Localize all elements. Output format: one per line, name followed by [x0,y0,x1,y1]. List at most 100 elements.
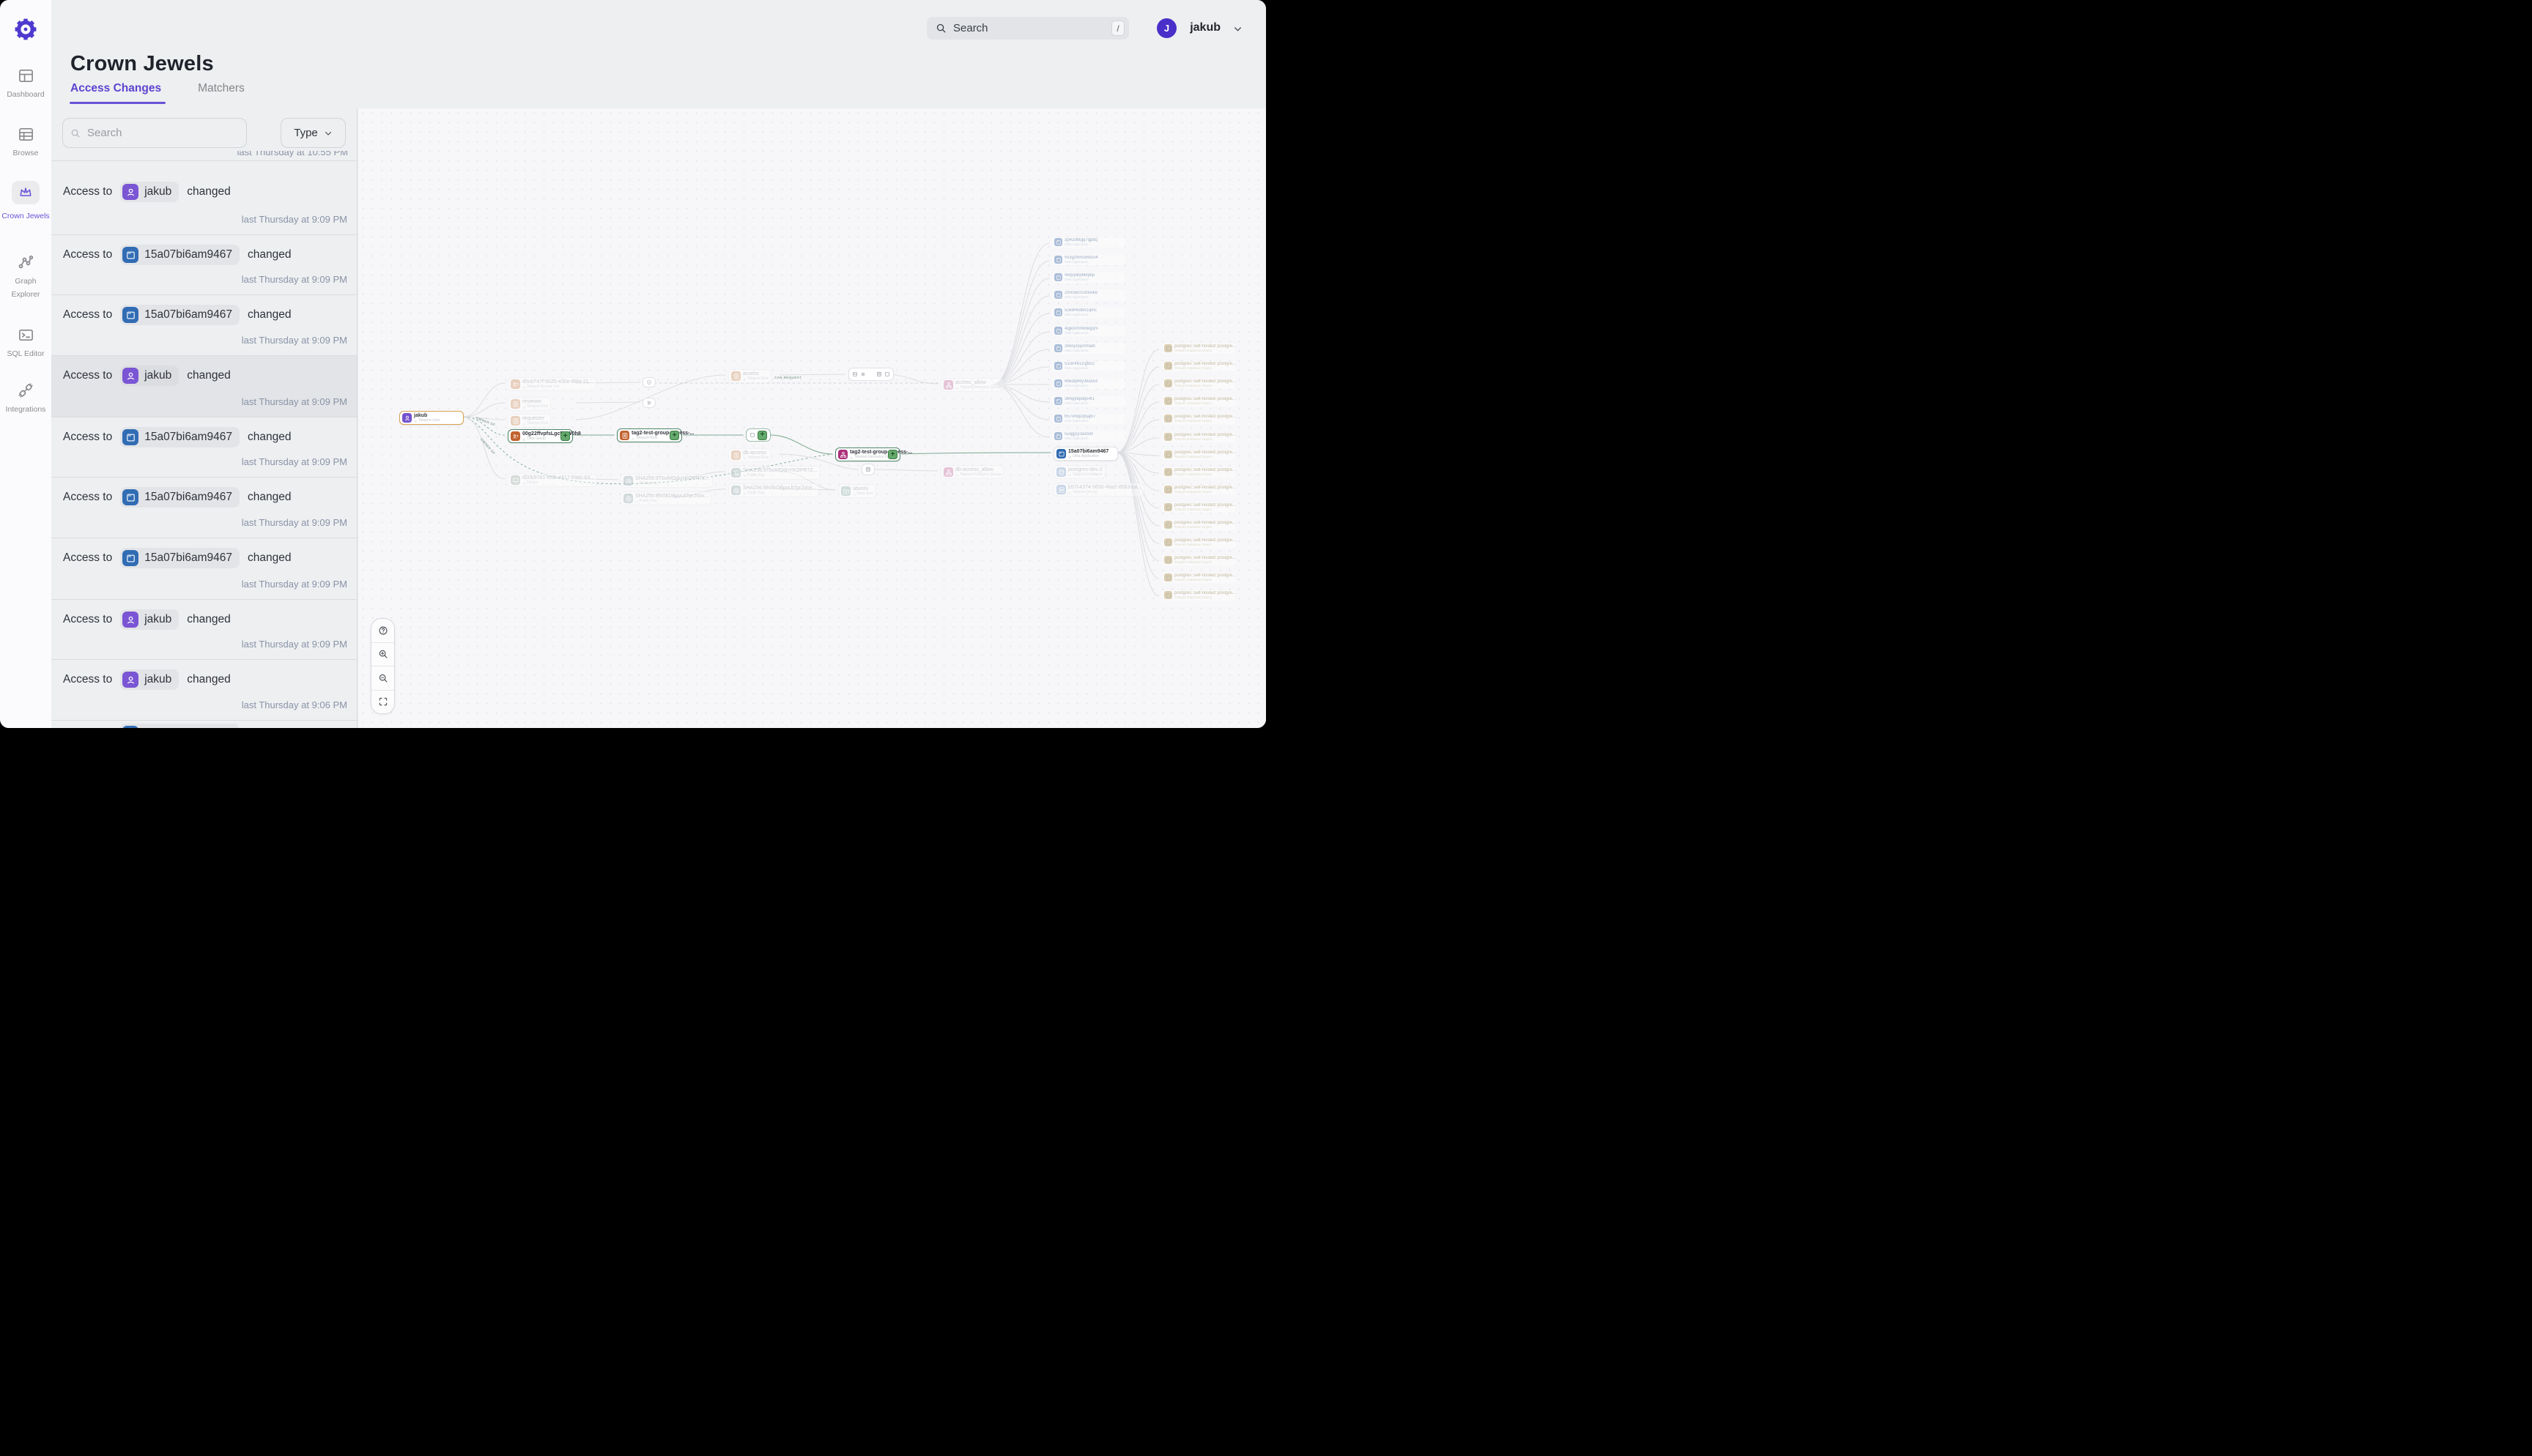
graph-node[interactable]: SHA256:9TboMOdnYKOPR7Z... Public Key [621,474,713,488]
entity-chip[interactable]: 15a07bi6am9467 [120,245,240,265]
graph-node[interactable]: postgres::self-hosted::postgre... Telepor… [1162,361,1236,371]
graph-node[interactable]: 6bkdq84y3ka55s Okta Application [1052,379,1125,389]
graph-node[interactable]: 2k6syrjspmhaib Okta Application [1052,343,1125,354]
access-change-row[interactable]: Access to jakub changed last Thursday at 9:… [51,355,357,417]
graph-node[interactable]: postgres::self-hosted::postgre... Telepor… [1162,432,1236,442]
graph-node[interactable]: 2me3e01stnwike Okta Application [1052,290,1125,300]
graph-node[interactable]: tag2-test-group-access-... Teleport Role + [617,428,694,442]
entity-chip[interactable]: jakub [120,365,179,386]
graph-node[interactable]: postgres::self-hosted::postgre... Telepor… [1162,467,1236,478]
chevron-down-icon[interactable] [1233,24,1243,34]
expand-node-button[interactable]: + [670,431,679,440]
graph-node[interactable]: postgres::self-hosted::postgre... Telepor… [1162,502,1236,513]
access-change-row[interactable]: Access to 15a07bi6am9467 changed last Thurs… [51,477,357,538]
collapsed-graph-node[interactable] [848,368,894,381]
graph-node[interactable]: 5ok8f4i9b41qmc Okta Application [1052,308,1125,318]
collapsed-graph-node[interactable]: + [746,428,771,442]
graph-node[interactable]: SHA256:9TboMOdnYKOPR7Z... Public Key [728,466,821,480]
expand-node-button[interactable]: + [758,430,767,440]
row-suffix: changed [248,551,292,564]
graph-node[interactable]: 4xqvjxbp6ktpkp Okta Application [1052,272,1125,283]
graph-node[interactable]: tag2-test-group-access-... Teleport Resou… [835,447,912,461]
graph-node[interactable]: postgres::self-hosted::postgre... Telepor… [1162,414,1236,424]
access-change-row[interactable]: Access to 15a07bi6am9467 changed [51,720,357,728]
entity-chip[interactable]: 15a07bi6am9467 [120,724,240,728]
entity-chip[interactable]: jakub [120,609,179,630]
access-change-row[interactable]: Access to 15a07bi6am9467 changed last Thurs… [51,538,357,599]
sidebar-item-integrations[interactable]: Integrations [0,382,51,415]
entity-chip[interactable]: 15a07bi6am9467 [120,427,240,447]
entity-chip[interactable]: jakub [120,182,179,202]
node-type-icon [1164,538,1172,547]
global-search-input[interactable]: Search / [927,17,1129,40]
graph-node[interactable]: 15a07bi6am9467 Okta Application [1054,447,1118,461]
sidebar-item-crown-jewels[interactable]: Crown Jewels [0,181,51,222]
graph-node[interactable]: 4qjkx0hn6degqm Okta Application [1052,326,1125,336]
graph-node[interactable]: 3p42d6tgq7qp8q Okta Application [1052,237,1125,248]
graph-node[interactable]: postgres::self-hosted::postgre... Telepor… [1162,396,1236,406]
graph-node[interactable]: postgres-dev-2 Teleport Database [1054,465,1106,479]
graph-node[interactable]: db-access_allow Teleport Resource Group [941,465,1004,479]
access-change-row[interactable]: Access to 15a07bi6am9467 changed last Thurs… [51,294,357,355]
tab-matchers[interactable]: Matchers [198,82,245,94]
graph-node[interactable]: 45cb747f-5025-430e-88fa-21... Teleport Ac… [508,377,596,391]
fit-view-button[interactable] [371,689,394,714]
graph-node[interactable]: access Teleport Role [728,369,772,383]
graph-node[interactable]: b57c4374-5630-48a2-8583-ca... Teleport Se… [1054,483,1145,497]
graph-node[interactable]: access_allow Teleport Resource Group [941,378,1004,392]
collapsed-graph-node[interactable] [643,398,656,408]
entity-chip[interactable]: 15a07bi6am9467 [120,548,240,568]
graph-node[interactable]: postgres::self-hosted::postgre... Telepor… [1162,538,1236,548]
expand-node-button[interactable]: + [888,450,897,459]
access-change-row[interactable]: Access to jakub changed last Thursday at 9:… [51,659,357,720]
graph-canvas[interactable]: OWNER OF OWNER OF CAN REQUEST jakub Telep… [358,108,1266,728]
sidebar-item-sql-editor[interactable]: SQL Editor [0,327,51,360]
app-logo-gear-icon[interactable] [12,16,39,42]
user-menu-name[interactable]: jakub [1190,21,1221,34]
avatar[interactable]: J [1157,18,1177,38]
entity-chip[interactable]: jakub [120,669,179,690]
sidebar-item-browse[interactable]: Browse [0,126,51,159]
zoom-out-button[interactable] [371,666,394,690]
graph-node[interactable]: 36hpjhqebj54t1 Okta Application [1052,396,1125,406]
graph-node[interactable]: SHA256:BN5kDBpvUt7prJVox... Public Key [728,483,820,497]
graph-node[interactable]: postgres::self-hosted::postgre... Telepor… [1162,450,1236,460]
graph-node[interactable]: 5v3gz9m0e9tzo4 Okta Application [1052,255,1125,265]
help-button[interactable] [371,619,394,642]
panel-search-input[interactable]: Search [62,118,247,148]
collapsed-graph-node[interactable] [643,377,656,387]
graph-node[interactable]: postgres::self-hosted::postgre... Telepor… [1162,590,1236,601]
type-filter-dropdown[interactable]: Type [281,118,346,148]
graph-node[interactable]: ubuntu Host User [838,484,877,498]
access-change-row[interactable]: Access to 15a07bi6am9467 changed last Thurs… [51,417,357,477]
graph-node[interactable]: requester Teleport Role [508,414,552,428]
graph-node[interactable]: postgres::self-hosted::postgre... Telepor… [1162,343,1236,354]
graph-node[interactable]: jakub Teleport User [399,411,464,425]
sidebar-item-dashboard[interactable]: Dashboard [0,67,51,100]
graph-node[interactable]: d20b9781-fcd3-4417-b94c-63... Device [508,473,598,487]
collapsed-graph-node[interactable] [862,464,875,475]
node-title: postgres-dev-2 [1068,467,1103,472]
graph-node[interactable]: postgres::self-hosted::postgre... Telepor… [1162,520,1236,530]
graph-node[interactable]: postgres::self-hosted::postgre... Telepor… [1162,573,1236,583]
graph-node[interactable]: reviewer Teleport Role [508,397,552,411]
graph-node[interactable]: 5uqgjsy3axlsl0 Okta Application [1052,431,1125,442]
sidebar-item-graph-explorer[interactable]: Graph Explorer [0,253,51,300]
graph-node[interactable]: db-access Teleport Role [728,448,772,462]
graph-node[interactable]: h57vl9qzqbajb7 Okta Application [1052,414,1125,424]
graph-node[interactable]: 00g22ffvpfsLgcEUW0h8 Okta Group + [508,429,581,443]
graph-node[interactable]: postgres::self-hosted::postgre... Telepor… [1162,379,1236,389]
graph-node[interactable]: postgres::self-hosted::postgre... Telepor… [1162,555,1236,565]
access-change-row[interactable]: Access to jakub changed last Thursday at 9:… [51,160,357,234]
tab-access-changes[interactable]: Access Changes [69,82,166,104]
expand-node-button[interactable]: + [560,431,570,441]
entity-chip[interactable]: 15a07bi6am9467 [120,305,240,325]
entity-chip[interactable]: 15a07bi6am9467 [120,487,240,508]
zoom-in-button[interactable] [371,642,394,666]
graph-node[interactable]: postgres::self-hosted::postgre... Telepor… [1162,485,1236,495]
graph-node[interactable]: 51olr4611lg9o2 Okta Application [1052,361,1125,371]
graph-node[interactable]: SHA256:BN5kDBpvUt7prJVox... Public Key [621,491,712,505]
access-change-row[interactable]: Access to jakub changed last Thursday at 9:… [51,599,357,659]
key-icon [623,494,633,503]
access-change-row[interactable]: Access to 15a07bi6am9467 changed last Thurs… [51,234,357,294]
